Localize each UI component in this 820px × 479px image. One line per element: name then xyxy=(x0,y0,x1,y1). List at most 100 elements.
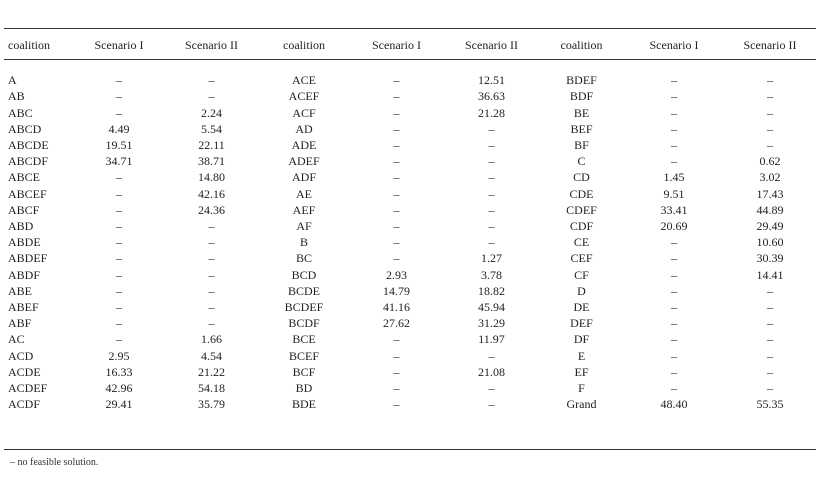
value-cell: 9.51 xyxy=(663,186,685,201)
table-row: ABCDF 34.71 38.71 ADEF – – C – 0.62 xyxy=(4,153,816,169)
value-cell: 11.97 xyxy=(478,332,505,347)
value-cell: 35.79 xyxy=(198,397,225,412)
coalition-cell: ACD xyxy=(8,348,34,363)
column-header: Scenario II xyxy=(465,37,518,52)
coalition-cell: ABD xyxy=(8,219,34,234)
coalition-cell: AC xyxy=(8,332,25,347)
value-cell: 27.62 xyxy=(383,316,410,331)
coalition-cell: BE xyxy=(573,105,590,120)
coalition-cell: E xyxy=(577,348,586,363)
table-row: ACDEF 42.96 54.18 BD – – F – – xyxy=(4,380,816,396)
value-cell: – xyxy=(116,332,122,347)
coalition-cell: ABDEF xyxy=(8,251,48,266)
value-cell: – xyxy=(671,348,677,363)
value-cell: 2.24 xyxy=(201,105,222,120)
value-cell: – xyxy=(671,381,677,396)
value-cell: 36.63 xyxy=(478,89,505,104)
coalition-cell: ABDE xyxy=(8,235,41,250)
coalition-table: coalition Scenario I Scenario II coaliti… xyxy=(4,34,816,412)
coalition-cell: BF xyxy=(574,138,589,152)
header-row: coalition Scenario I Scenario II coaliti… xyxy=(4,34,816,56)
coalition-cell: ADE xyxy=(291,138,317,152)
coalition-cell: ABF xyxy=(8,316,32,331)
coalition-cell: ACE xyxy=(292,73,316,88)
coalition-cell: CDE xyxy=(569,186,594,201)
value-cell: – xyxy=(116,105,122,120)
coalition-cell: BC xyxy=(295,251,312,266)
value-cell: – xyxy=(393,202,400,217)
value-cell: – xyxy=(116,267,122,282)
value-cell: 4.54 xyxy=(201,348,222,363)
value-cell: – xyxy=(208,89,215,104)
coalition-cell: A xyxy=(8,73,17,88)
value-cell: – xyxy=(488,235,495,250)
value-cell: – xyxy=(671,267,677,282)
value-cell: – xyxy=(393,219,400,234)
table-top-rule xyxy=(4,28,816,29)
table-row: ABDF – – BCD 2.93 3.78 CF – 14.41 xyxy=(4,267,816,283)
coalition-cell: ABCEF xyxy=(8,186,47,201)
value-cell: – xyxy=(116,186,122,201)
coalition-cell: AE xyxy=(296,186,312,201)
value-cell: 45.94 xyxy=(478,300,505,315)
coalition-cell: ACDF xyxy=(8,397,41,412)
value-cell: 3.02 xyxy=(759,170,781,185)
coalition-cell: CEF xyxy=(570,251,593,266)
coalition-cell: DF xyxy=(573,332,590,347)
value-cell: – xyxy=(488,381,495,396)
value-cell: 38.71 xyxy=(198,154,225,169)
coalition-cell: AEF xyxy=(292,202,316,217)
column-header: coalition xyxy=(8,37,50,52)
coalition-cell: BCF xyxy=(292,364,316,379)
coalition-cell: BCE xyxy=(292,332,316,347)
value-cell: – xyxy=(671,235,677,250)
table-row: AC – 1.66 BCE – 11.97 DF – – xyxy=(4,331,816,347)
column-header: Scenario II xyxy=(185,37,238,52)
value-cell: – xyxy=(767,364,773,379)
value-cell: – xyxy=(393,154,400,169)
table-row: ABDE – – B – – CE – 10.60 xyxy=(4,234,816,250)
value-cell: – xyxy=(767,348,773,363)
coalition-cell: BCDF xyxy=(288,316,320,331)
value-cell: – xyxy=(767,89,773,104)
value-cell: – xyxy=(208,73,215,88)
value-cell: 44.89 xyxy=(756,202,784,217)
column-header: Scenario I xyxy=(372,37,421,52)
value-cell: 16.33 xyxy=(105,364,133,379)
value-cell: – xyxy=(671,154,677,169)
coalition-cell: CF xyxy=(574,267,589,282)
value-cell: 4.49 xyxy=(108,121,130,136)
value-cell: – xyxy=(767,73,773,88)
value-cell: – xyxy=(208,283,215,298)
value-cell: 2.95 xyxy=(108,348,130,363)
value-cell: – xyxy=(488,397,495,412)
value-cell: – xyxy=(393,348,400,363)
value-cell: 29.49 xyxy=(756,219,784,234)
header-rule xyxy=(4,59,816,60)
value-cell: – xyxy=(488,154,495,169)
column-header: coalition xyxy=(283,37,325,52)
value-cell: – xyxy=(393,332,400,347)
coalition-cell: ABE xyxy=(8,283,32,298)
value-cell: – xyxy=(767,121,773,136)
value-cell: 17.43 xyxy=(756,186,784,201)
coalition-cell: BCD xyxy=(291,267,317,282)
table-row: ABCDE 19.51 22.11 ADE – – BF – – xyxy=(4,137,816,153)
table-row: ABCF – 24.36 AEF – – CDEF 33.41 44.89 xyxy=(4,202,816,218)
coalition-cell: EF xyxy=(574,364,589,379)
value-cell: – xyxy=(116,202,122,217)
table-row: ABE – – BCDE 14.79 18.82 D – – xyxy=(4,283,816,299)
value-cell: 34.71 xyxy=(105,154,133,169)
column-header: coalition xyxy=(560,37,603,52)
value-cell: – xyxy=(116,89,122,104)
coalition-cell: DE xyxy=(573,300,590,315)
value-cell: – xyxy=(116,251,122,266)
value-cell: – xyxy=(393,170,400,185)
value-cell: – xyxy=(767,300,773,315)
coalition-cell: CDEF xyxy=(566,202,597,217)
value-cell: – xyxy=(116,170,122,185)
value-cell: – xyxy=(488,219,495,234)
coalition-cell: BDEF xyxy=(566,73,597,88)
coalition-cell: ACF xyxy=(292,105,316,120)
coalition-cell: BCDE xyxy=(287,283,320,298)
